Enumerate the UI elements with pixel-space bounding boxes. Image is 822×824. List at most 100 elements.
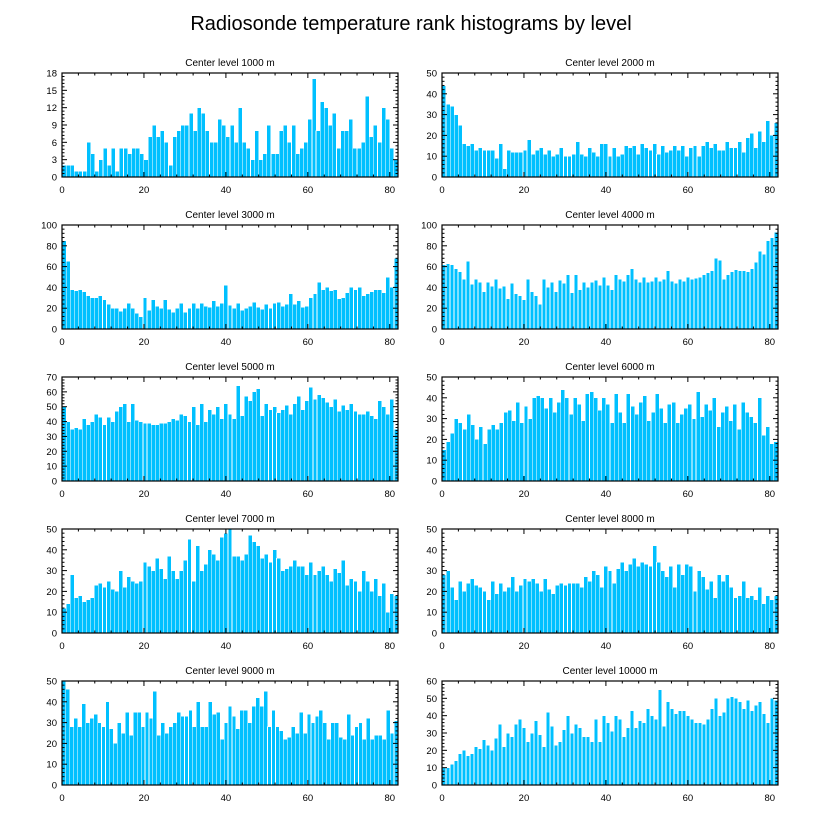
- y-tick-label: 60: [46, 262, 57, 273]
- plot-frame: [61, 224, 399, 330]
- panel-title: Center level 5000 m: [185, 362, 275, 373]
- bar: [502, 591, 508, 634]
- bar: [465, 145, 471, 178]
- bar: [364, 95, 370, 178]
- bar: [541, 278, 547, 330]
- bar: [669, 280, 675, 330]
- bar: [209, 142, 214, 178]
- bar: [267, 726, 272, 786]
- bar: [691, 418, 697, 482]
- y-tick-label: 30: [46, 432, 57, 443]
- bar: [514, 151, 520, 178]
- bar: [215, 711, 221, 786]
- bar: [733, 597, 738, 634]
- bar: [623, 145, 629, 178]
- bar: [708, 147, 714, 178]
- bar: [205, 130, 210, 178]
- bar: [126, 421, 132, 482]
- bar: [110, 421, 115, 482]
- bar: [693, 722, 699, 786]
- bar: [207, 306, 213, 330]
- figure-title: Radiosonde temperature rank histograms b…: [190, 13, 631, 35]
- bar: [765, 240, 771, 330]
- bar: [184, 124, 190, 178]
- bar: [725, 274, 731, 330]
- bar: [473, 746, 479, 786]
- x-tick-label: 60: [303, 337, 314, 348]
- bar: [266, 124, 272, 178]
- bar: [541, 746, 547, 786]
- bar: [729, 271, 735, 330]
- bar: [85, 424, 91, 482]
- bar: [203, 421, 209, 482]
- bar: [373, 578, 379, 634]
- bar: [712, 597, 718, 634]
- bar: [239, 309, 245, 330]
- bar: [692, 145, 698, 178]
- bar: [571, 582, 576, 634]
- bar: [231, 555, 237, 634]
- bar: [469, 753, 475, 786]
- bar: [522, 578, 528, 634]
- bar: [513, 724, 519, 786]
- bar: [196, 107, 202, 178]
- bar: [559, 582, 564, 634]
- bar: [349, 287, 354, 330]
- x-tick-label: 80: [385, 337, 396, 348]
- bar: [685, 715, 691, 786]
- bar: [461, 278, 467, 330]
- bar: [370, 738, 375, 786]
- y-tick-label: 20: [426, 746, 437, 757]
- bar: [254, 130, 259, 178]
- y-tick-label: 0: [52, 477, 57, 488]
- bar: [721, 580, 726, 634]
- bar: [73, 718, 79, 786]
- bar: [207, 701, 213, 786]
- bar: [585, 393, 590, 482]
- bar: [757, 397, 762, 482]
- bar: [633, 278, 639, 330]
- bar: [247, 722, 253, 786]
- bar: [134, 419, 140, 482]
- bar: [233, 142, 239, 178]
- chart-panel: Center level 1000 m 0 3 6 9 12 15 18 0 20 40 60 80: [46, 58, 399, 196]
- bar: [542, 578, 548, 634]
- bar: [662, 422, 668, 482]
- bar: [188, 113, 194, 178]
- bar: [154, 557, 160, 634]
- bar: [761, 603, 767, 634]
- bar: [505, 732, 511, 786]
- bar: [708, 409, 713, 482]
- bar: [77, 428, 83, 482]
- bar: [769, 599, 775, 634]
- bar: [741, 708, 747, 786]
- bar: [696, 570, 702, 634]
- bar: [587, 147, 593, 178]
- bar: [720, 412, 726, 482]
- bar: [357, 413, 362, 482]
- bar: [164, 142, 169, 178]
- bar: [538, 147, 544, 178]
- bar: [533, 720, 539, 786]
- y-tick-label: 40: [46, 283, 57, 294]
- bar: [332, 568, 338, 634]
- bar: [102, 586, 107, 634]
- bar: [227, 528, 233, 634]
- x-tick-label: 80: [385, 793, 396, 804]
- bar: [465, 582, 471, 634]
- bar: [630, 405, 635, 482]
- bar: [292, 403, 298, 482]
- panel-title: Center level 8000 m: [565, 514, 655, 525]
- bar: [478, 426, 484, 482]
- chart-panel: Center level 4000 m 0 20 40 60 80 100 0 20 40 60 80: [421, 210, 779, 348]
- bar: [669, 708, 675, 786]
- bar: [597, 741, 603, 786]
- bar: [282, 124, 288, 178]
- x-tick-label: 80: [385, 641, 396, 652]
- bar: [223, 285, 229, 330]
- bar: [138, 580, 144, 634]
- bar: [449, 264, 455, 330]
- bar: [688, 566, 694, 634]
- bar: [671, 401, 676, 482]
- bar: [154, 424, 160, 482]
